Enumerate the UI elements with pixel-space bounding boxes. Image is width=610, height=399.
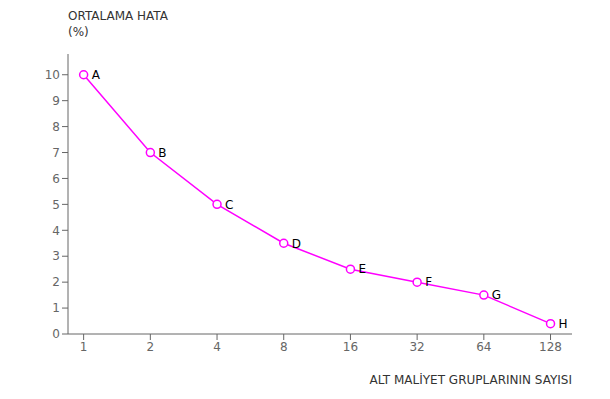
html-text:ORTALAMA HATA: ORTALAMA HATA [68, 9, 168, 23]
svg-text:C: C [225, 198, 233, 212]
svg-text:8: 8 [280, 340, 288, 354]
svg-text:64: 64 [476, 340, 491, 354]
svg-text:F: F [425, 275, 432, 289]
svg-text:10: 10 [45, 68, 60, 82]
svg-text:H: H [559, 317, 568, 331]
svg-text:128: 128 [539, 340, 562, 354]
svg-text:16: 16 [343, 340, 358, 354]
svg-text:1: 1 [80, 340, 88, 354]
svg-text:4: 4 [213, 340, 221, 354]
svg-text:32: 32 [409, 340, 424, 354]
svg-text:2: 2 [52, 275, 60, 289]
svg-text:2: 2 [147, 340, 155, 354]
svg-text:B: B [158, 146, 166, 160]
svg-text:D: D [292, 237, 301, 251]
svg-text:G: G [492, 288, 501, 302]
svg-text:E: E [358, 262, 366, 276]
svg-text:9: 9 [52, 94, 60, 108]
svg-text:4: 4 [52, 224, 60, 238]
svg-text:6: 6 [52, 172, 60, 186]
svg-text:3: 3 [52, 249, 60, 263]
svg-text:A: A [92, 68, 101, 82]
svg-text:1: 1 [52, 301, 60, 315]
svg-text:0: 0 [52, 327, 60, 341]
svg-text:8: 8 [52, 120, 60, 134]
svg-text:7: 7 [52, 146, 60, 160]
svg-text:5: 5 [52, 198, 60, 212]
svg-text:ALT MALİYET GRUPLARININ SAYISI: ALT MALİYET GRUPLARININ SAYISI [370, 372, 572, 387]
